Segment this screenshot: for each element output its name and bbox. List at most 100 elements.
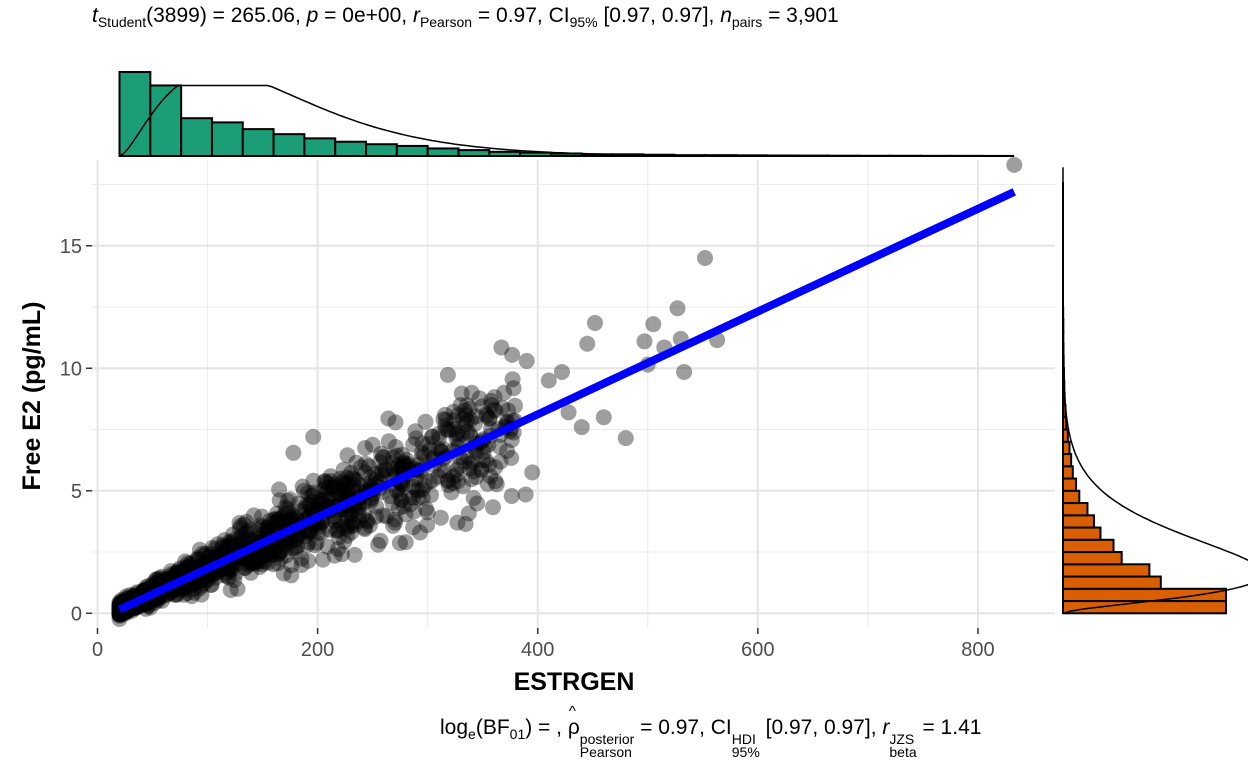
scatter-point [266, 542, 283, 559]
scatter-point [268, 510, 285, 527]
scatter-point [387, 439, 404, 455]
scatter-point [374, 466, 391, 482]
scatter-point [258, 543, 275, 560]
scatter-point [223, 536, 240, 553]
scatter-point [414, 444, 430, 461]
scatter-point [351, 512, 368, 529]
scatter-point [254, 556, 271, 573]
scatter-point [325, 479, 342, 496]
scatter-point [351, 507, 368, 524]
scatter-point [461, 426, 478, 442]
scatter-point [220, 539, 237, 556]
scatter-point [356, 521, 373, 538]
scatter-point [310, 524, 327, 541]
scatter-point [356, 506, 373, 523]
scatter-point [198, 571, 215, 588]
scatter-point [449, 514, 466, 531]
scatter-point [450, 473, 467, 490]
scatter-point [306, 484, 322, 501]
scatter-point [317, 486, 334, 503]
scatter-point [343, 518, 360, 535]
rbeta-sup: JZS [889, 731, 915, 747]
scatter-point [315, 491, 332, 508]
scatter-point [200, 572, 217, 588]
scatter-point [413, 449, 430, 466]
scatter-point [297, 528, 314, 545]
scatter-point [289, 538, 306, 554]
scatter-point [218, 538, 235, 555]
scatter-point [197, 545, 214, 562]
scatter-point [176, 586, 193, 603]
scatter-point [697, 250, 714, 267]
scatter-point [137, 600, 154, 617]
ci-sub: 95% [569, 14, 598, 30]
scatter-point [432, 462, 449, 479]
scatter-point [676, 363, 693, 380]
scatter-point [421, 473, 438, 490]
scatter-point [304, 493, 321, 510]
scatter-point [153, 592, 170, 609]
x-histogram-bar [303, 137, 337, 157]
scatter-point [331, 486, 348, 503]
scatter-point [238, 525, 255, 542]
scatter-point [385, 517, 402, 534]
scatter-point [375, 449, 392, 466]
scatter-point [397, 506, 414, 523]
scatter-point [488, 476, 505, 493]
scatter-point [153, 568, 170, 585]
scatter-point [395, 454, 412, 471]
y-histogram-bar [1062, 563, 1151, 578]
scatter-point [339, 447, 356, 464]
scatter-point [384, 454, 401, 471]
scatter-point [229, 580, 246, 597]
scatter-point [487, 402, 504, 419]
scatter-point [503, 432, 520, 448]
scatter-point [504, 346, 521, 363]
scatter-point [331, 471, 348, 487]
scatter-point [242, 554, 259, 571]
scatter-point [223, 561, 240, 578]
scatter-point [305, 487, 322, 504]
scatter-point [296, 482, 312, 499]
scatter-point [148, 571, 165, 588]
x-histogram-bar [180, 117, 213, 157]
scatter-point [195, 547, 212, 564]
scatter-point [595, 409, 612, 426]
scatter-point [270, 511, 287, 528]
scatter-point [327, 513, 344, 530]
scatter-point [408, 430, 424, 447]
scatter-point [352, 459, 369, 476]
x-histogram-bar [241, 128, 275, 157]
scatter-point [517, 486, 534, 503]
scatter-point [305, 472, 322, 489]
regression-line [117, 188, 1016, 614]
scatter-point [346, 471, 363, 488]
scatter-point [272, 543, 289, 560]
scatter-point [401, 489, 418, 506]
scatter-point [474, 398, 491, 415]
scatter-point [276, 507, 292, 524]
scatter-point [261, 512, 278, 529]
bf-sub: 01 [509, 726, 526, 742]
scatter-point [645, 316, 662, 333]
scatter-point [357, 455, 374, 472]
scatter-point [445, 403, 462, 420]
hdi-value: [0.97, 0.97], [759, 716, 883, 739]
scatter-point [231, 515, 248, 531]
scatter-point [314, 551, 331, 568]
scatter-point [329, 523, 346, 540]
scatter-point [243, 553, 259, 570]
scatter-point [430, 468, 447, 485]
rho-value: = 0.97, CI [634, 716, 732, 739]
scatter-point [346, 470, 362, 487]
scatter-point [287, 539, 303, 556]
scatter-point [392, 491, 409, 508]
scatter-point [491, 438, 508, 455]
n-sub: pairs [731, 14, 763, 30]
scatter-point [481, 410, 498, 427]
scatter-point [455, 478, 472, 495]
scatter-point [265, 556, 282, 573]
scatter-point [496, 384, 513, 401]
scatter-point [372, 454, 389, 470]
scatter-point [345, 481, 362, 498]
